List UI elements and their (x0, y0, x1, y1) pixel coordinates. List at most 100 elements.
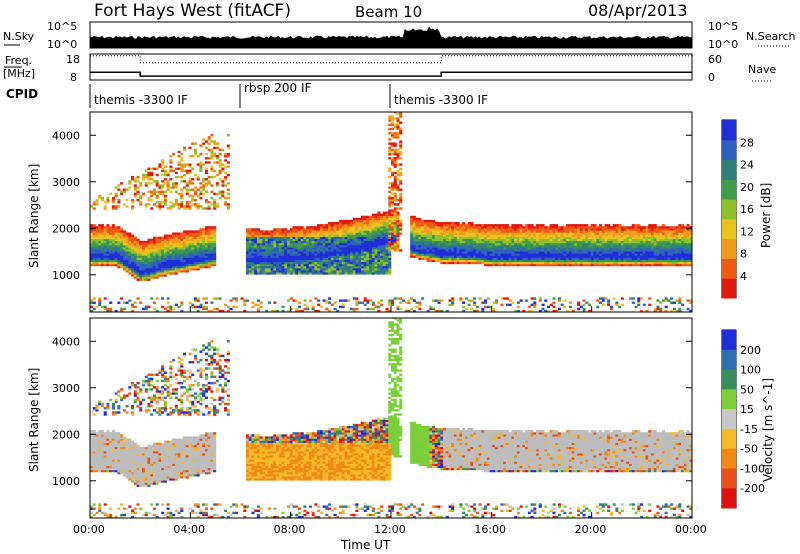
power-cell (566, 242, 570, 246)
power-cell (492, 301, 496, 304)
power-cell (374, 234, 378, 237)
power-cell (355, 251, 359, 254)
power-cell (609, 307, 613, 311)
power-cell (213, 161, 217, 164)
power-cell (653, 240, 657, 244)
power-cell (546, 242, 551, 246)
power-cell (147, 253, 151, 256)
power-cell (188, 165, 192, 168)
power-cell (287, 242, 291, 246)
power-cell (333, 232, 337, 235)
power-cell (196, 251, 200, 254)
power-cell (339, 247, 343, 250)
power-cell (210, 255, 214, 258)
power-cell (147, 247, 151, 250)
power-cell (95, 257, 99, 260)
power-cell (650, 230, 654, 233)
power-cell (530, 309, 534, 312)
power-cell (319, 240, 323, 244)
power-cell (451, 261, 455, 265)
power-cell (287, 232, 291, 235)
power-cell (612, 257, 616, 260)
power-cell (193, 152, 198, 156)
power-cell (423, 255, 427, 258)
power-cell (453, 255, 457, 258)
power-cell (218, 161, 222, 164)
power-cell (442, 236, 447, 240)
power-cell (648, 251, 652, 254)
power-cell (369, 234, 373, 237)
power-cell (152, 238, 156, 242)
power-cell (322, 265, 326, 269)
power-cell (251, 234, 255, 237)
power-cell (251, 270, 255, 273)
power-cell (322, 272, 326, 275)
power-cell (103, 240, 107, 244)
power-cell (478, 226, 482, 229)
power-cell (396, 242, 400, 246)
power-cell (128, 240, 132, 244)
power-cell (533, 232, 537, 235)
power-cell (445, 236, 449, 240)
nave-trace (90, 55, 692, 64)
power-cell (111, 196, 115, 200)
power-cell (147, 270, 151, 273)
power-cell (568, 228, 572, 231)
power-cell (163, 201, 167, 204)
power-cell (169, 242, 173, 246)
power-cell (568, 245, 572, 248)
power-cell (199, 167, 203, 170)
power-cell (533, 236, 537, 240)
power-cell (371, 301, 375, 304)
power-cell (568, 236, 572, 240)
power-cell (593, 263, 597, 267)
power-cell (325, 261, 329, 265)
power-cell (555, 259, 559, 263)
power-cell (317, 228, 321, 231)
power-cell (303, 307, 307, 311)
power-cell (183, 265, 187, 269)
power-cell (155, 249, 159, 252)
power-cell (111, 228, 115, 231)
power-cell (536, 249, 540, 252)
power-cell (467, 303, 471, 307)
power-cell (475, 249, 479, 252)
power-cell (382, 234, 386, 237)
power-cell (339, 261, 343, 265)
power-cell (308, 268, 312, 271)
power-cell (322, 234, 326, 237)
power-cell (473, 242, 477, 246)
power-cell (202, 238, 206, 242)
power-cell (349, 232, 353, 235)
power-cell (297, 305, 301, 309)
power-cell (609, 236, 613, 240)
power-cell (144, 175, 148, 179)
power-cell (90, 238, 94, 242)
power-cell (579, 242, 583, 246)
power-cell (188, 180, 192, 183)
power-cell (325, 272, 329, 275)
power-cell (193, 173, 198, 177)
power-cell (525, 245, 529, 248)
power-cell (566, 249, 570, 252)
power-cell (437, 299, 441, 302)
power-cell (303, 232, 307, 235)
power-cell (100, 251, 104, 254)
power-cell (281, 245, 285, 248)
power-cell (317, 303, 321, 307)
power-cell (114, 186, 118, 189)
power-cell (281, 265, 285, 269)
power-cell (169, 305, 173, 309)
power-cell (210, 196, 214, 200)
power-cell (360, 234, 364, 237)
power-cell (412, 219, 416, 223)
power-cell (141, 175, 146, 179)
power-cell (388, 263, 392, 267)
power-cell (150, 245, 154, 248)
power-cell (391, 198, 395, 202)
power-cell (306, 238, 310, 242)
power-cell (177, 257, 181, 260)
power-cell (303, 234, 307, 237)
power-cell (399, 249, 403, 252)
power-cell (423, 230, 427, 233)
